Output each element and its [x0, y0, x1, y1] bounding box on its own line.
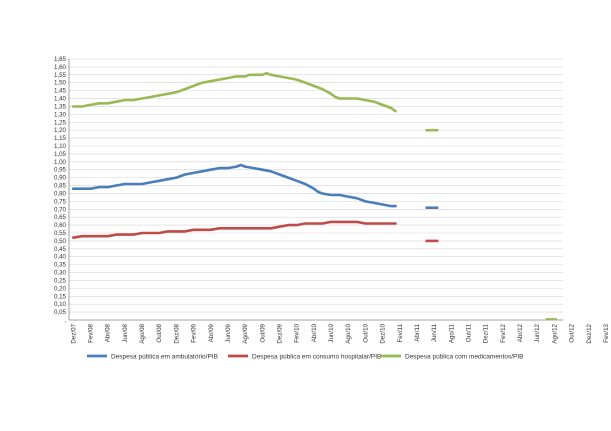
y-tick-label: 0,15	[54, 293, 67, 300]
x-tick-label: Dez/09	[276, 323, 283, 343]
x-tick-label: Out/12	[569, 323, 576, 342]
x-tick-label: Ago/08	[139, 323, 146, 343]
y-tick-label: 0,10	[54, 301, 67, 308]
x-tick-label: Fev/09	[191, 323, 198, 342]
x-tick-label: Dez/10	[380, 323, 387, 343]
series-line-1	[72, 163, 397, 208]
y-tick-label: 1,50	[54, 80, 67, 87]
y-tick-label: 0,30	[54, 270, 67, 277]
x-tick-label: Out/10	[362, 323, 369, 342]
x-tick-label: Ago/12	[551, 323, 558, 343]
y-axis-ticks: ,0,050,100,150,200,250,300,350,400,450,5…	[54, 56, 67, 324]
y-tick-label: 0,65	[54, 214, 67, 221]
x-tick-label: Jun/12	[534, 323, 541, 342]
y-tick-label: 0,25	[54, 277, 67, 284]
y-tick-label: 0,85	[54, 183, 67, 190]
y-tick-label: 1,30	[54, 111, 67, 118]
y-tick-label: 1,00	[54, 159, 67, 166]
y-tick-label: 0,70	[54, 206, 67, 213]
y-tick-label: ,	[64, 317, 66, 324]
x-tick-label: Out/09	[259, 323, 266, 342]
x-tick-label: Fev/10	[294, 323, 301, 342]
y-tick-label: 0,55	[54, 230, 67, 237]
x-tick-label: Abr/10	[311, 323, 318, 342]
y-tick-label: 0,45	[54, 246, 67, 253]
y-tick-label: 1,35	[54, 103, 67, 110]
x-tick-label: Out/08	[156, 323, 163, 342]
series-lines	[72, 71, 557, 321]
x-tick-label: Ago/11	[448, 323, 455, 343]
legend-label: Despesa pública com medicamentos/PIB	[405, 353, 524, 360]
x-tick-label: Jun/11	[431, 323, 438, 342]
legend: Despesa pública em ambulatório/PIB Despes…	[87, 353, 524, 360]
x-tick-label: Jun/10	[328, 323, 335, 342]
x-tick-label: Jun/09	[225, 323, 232, 342]
axes	[68, 59, 563, 321]
x-tick-label: Dez/07	[70, 323, 77, 343]
x-tick-label: Abr/09	[208, 323, 215, 342]
x-tick-label: Abr/11	[414, 323, 421, 341]
y-tick-label: 0,80	[54, 190, 67, 197]
y-tick-label: 1,10	[54, 143, 67, 150]
x-tick-label: Fev/11	[397, 323, 404, 342]
series-line-2	[72, 220, 397, 239]
y-tick-label: 0,35	[54, 262, 67, 269]
y-tick-label: 0,40	[54, 254, 67, 261]
y-tick-label: 0,60	[54, 222, 67, 229]
x-tick-label: Fev/12	[500, 323, 507, 342]
y-tick-label: 1,60	[54, 64, 67, 71]
y-tick-label: 0,50	[54, 238, 67, 245]
x-tick-label: Jun/08	[122, 323, 129, 342]
legend-label: Despesa pública em consumo hospitalar/PI…	[252, 353, 381, 360]
x-tick-label: Abr/12	[517, 323, 524, 342]
x-tick-label: Ago/10	[345, 323, 352, 343]
y-tick-label: 1,20	[54, 127, 67, 134]
legend-label: Despesa pública em ambulatório/PIB	[111, 353, 218, 360]
y-tick-label: 1,25	[54, 119, 67, 126]
y-tick-label: 1,05	[54, 151, 67, 158]
y-tick-label: 1,55	[54, 72, 67, 79]
y-tick-label: 0,75	[54, 198, 67, 205]
y-tick-label: 1,40	[54, 96, 67, 103]
y-tick-label: 0,20	[54, 285, 67, 292]
x-tick-label: Abr/08	[105, 323, 112, 342]
x-tick-label: Dez/11	[483, 323, 490, 343]
x-tick-label: Out/11	[465, 323, 472, 342]
x-tick-label: Ago/09	[242, 323, 249, 343]
y-tick-label: 1,65	[54, 56, 67, 63]
x-tick-label: Fev/08	[87, 323, 94, 342]
x-tick-label: Dez/12	[586, 323, 593, 343]
x-tick-label: Dez/08	[173, 323, 180, 343]
x-axis-ticks: Dez/07 Fev/08 Abr/08 Jun/08 Ago/08 Out/08 Dez/…	[70, 323, 610, 343]
y-tick-label: 0,95	[54, 167, 67, 174]
y-tick-label: 0,05	[54, 309, 67, 316]
y-tick-label: 0,90	[54, 175, 67, 182]
y-tick-label: 1,15	[54, 135, 67, 142]
x-tick-label: Fev/13	[603, 323, 610, 342]
series-line-3	[72, 71, 397, 113]
y-tick-label: 1,45	[54, 88, 67, 95]
